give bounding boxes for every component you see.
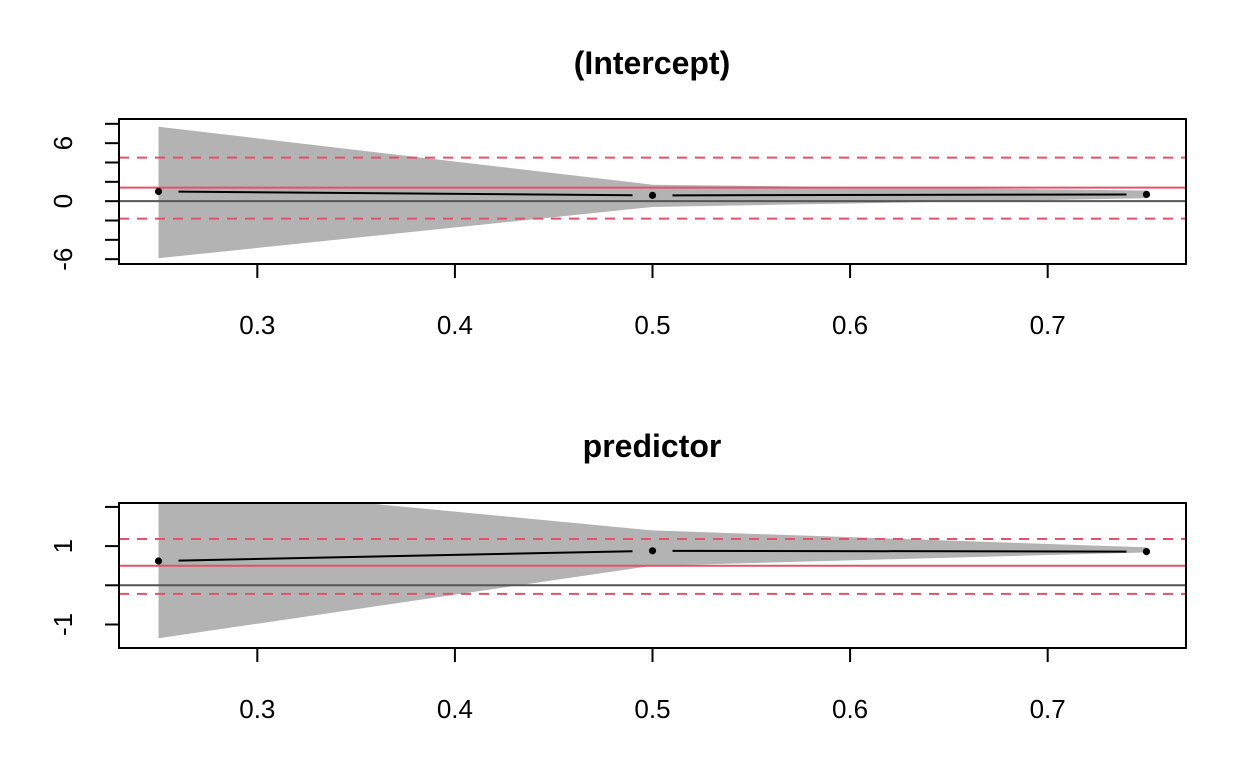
y-tick-label: 0	[48, 194, 78, 208]
estimate-line-segment	[672, 549, 1127, 553]
panel-predictor: predictor 0.3 0.4 0.5 0.6 0.7 -1 1	[48, 428, 1187, 724]
y-tick-label: -1	[48, 613, 78, 636]
x-tick-label: 0.7	[1030, 694, 1066, 724]
estimate-point	[154, 557, 163, 565]
y-tick-label: 1	[48, 539, 78, 553]
estimate-point	[1142, 547, 1151, 556]
confidence-band	[158, 503, 1147, 639]
x-tick-label: 0.6	[832, 310, 868, 340]
x-tick-label: 0.4	[437, 310, 473, 340]
x-tick-label: 0.3	[239, 694, 275, 724]
panel-title: predictor	[583, 428, 722, 464]
panel-title: (Intercept)	[574, 45, 730, 81]
x-tick-label: 0.5	[634, 694, 670, 724]
estimate-point	[1142, 190, 1151, 198]
plot-area	[119, 503, 1186, 639]
x-tick-label: 0.5	[634, 310, 670, 340]
x-tick-label: 0.6	[832, 694, 868, 724]
estimate-point	[648, 547, 657, 555]
estimate-line-segment	[178, 550, 633, 562]
plot-area	[119, 126, 1186, 259]
estimate-line-segment	[178, 190, 633, 197]
x-tick-label: 0.3	[239, 310, 275, 340]
estimate-line-segment	[672, 193, 1127, 197]
x-tick-label: 0.7	[1030, 310, 1066, 340]
estimate-point	[154, 187, 163, 196]
estimate-point	[648, 191, 657, 199]
panel-intercept: (Intercept) 0.3 0.4 0.5 0.6 0.7 -6 0 6	[48, 45, 1187, 340]
y-tick-label: 6	[48, 136, 78, 150]
y-tick-label: -6	[48, 248, 78, 271]
x-tick-label: 0.4	[437, 694, 473, 724]
